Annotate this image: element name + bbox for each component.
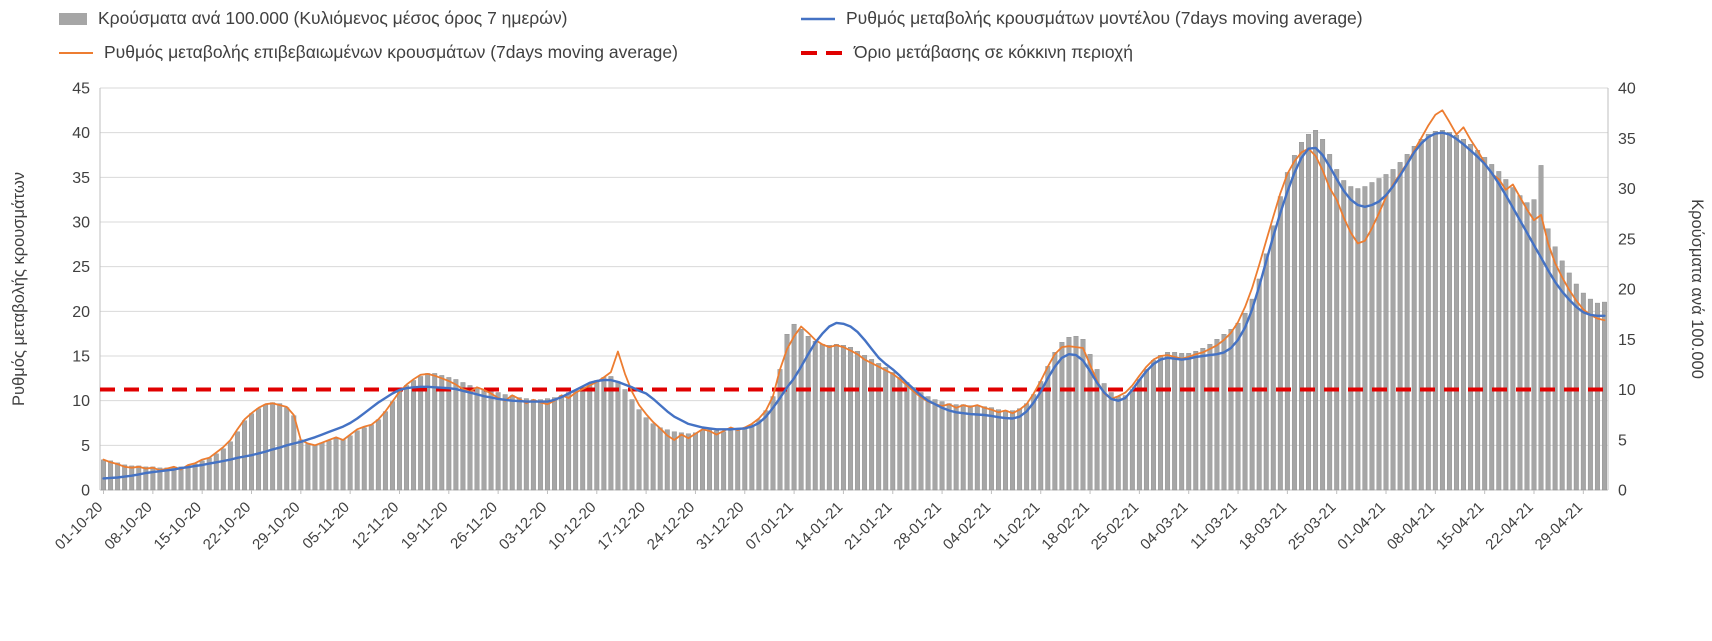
line-series-swatch-icon [801,17,835,20]
svg-text:40: 40 [1618,81,1636,98]
legend-label: Ρυθμός μεταβολής επιβεβαιωμένων κρουσμάτ… [104,42,678,62]
svg-text:30: 30 [1618,181,1636,198]
svg-text:17-12-20: 17-12-20 [594,499,648,553]
legend-item-red-zone-threshold: Όριο μετάβασης σε κόκκινη περιοχή [800,42,1133,63]
legend-item-cases-per-100k: Κρούσματα ανά 100.000 (Κυλιόμενος μέσος … [58,8,567,29]
legend-label: Όριο μετάβασης σε κόκκινη περιοχή [854,42,1134,62]
svg-text:04-03-21: 04-03-21 [1137,499,1191,553]
svg-text:07-01-21: 07-01-21 [742,499,796,553]
gridlines [99,87,1609,491]
svg-text:19-11-20: 19-11-20 [398,499,452,553]
svg-text:10: 10 [1618,382,1636,399]
svg-text:25: 25 [1618,231,1636,248]
svg-text:05-11-20: 05-11-20 [299,499,353,553]
svg-text:26-11-20: 26-11-20 [447,499,501,553]
svg-text:04-02-21: 04-02-21 [940,499,994,553]
svg-text:35: 35 [72,170,90,187]
svg-text:20: 20 [1618,282,1636,299]
svg-text:08-04-21: 08-04-21 [1384,499,1438,553]
svg-text:45: 45 [72,81,90,98]
svg-text:5: 5 [1618,432,1627,449]
svg-text:22-04-21: 22-04-21 [1482,499,1536,553]
legend-item-confirmed-rate: Ρυθμός μεταβολής επιβεβαιωμένων κρουσμάτ… [58,42,678,63]
svg-text:0: 0 [1618,483,1627,500]
legend-item-model-rate: Ρυθμός μεταβολής κρουσμάτων μοντέλου (7d… [800,8,1363,29]
svg-text:29-04-21: 29-04-21 [1532,499,1586,553]
dashed-line-swatch-icon [801,50,843,55]
svg-text:15-04-21: 15-04-21 [1433,499,1487,553]
bars-series [101,130,1607,491]
svg-text:25: 25 [72,259,90,276]
svg-text:22-10-20: 22-10-20 [200,499,254,553]
svg-text:28-01-21: 28-01-21 [890,499,944,553]
line-series-group [102,109,1606,480]
svg-text:14-01-21: 14-01-21 [792,499,846,553]
svg-text:21-01-21: 21-01-21 [841,499,895,553]
left-axis-title: Ρυθμός μεταβολής κρουσμάτων [10,172,28,406]
svg-text:12-11-20: 12-11-20 [349,499,403,553]
svg-text:08-10-20: 08-10-20 [101,499,155,553]
chart-canvas: 0 5 10 15 20 25 30 35 40 45 0 5 10 15 20 25 30 35 40 01-10-… [10,81,1706,554]
svg-text:20: 20 [72,304,90,321]
legend-label: Ρυθμός μεταβολής κρουσμάτων μοντέλου (7d… [846,8,1363,28]
svg-text:10: 10 [72,393,90,410]
svg-text:30: 30 [72,215,90,232]
svg-text:15: 15 [1618,332,1636,349]
svg-text:18-03-21: 18-03-21 [1236,499,1290,553]
line-series-swatch-icon [59,51,93,54]
svg-text:15-10-20: 15-10-20 [151,499,205,553]
svg-text:03-12-20: 03-12-20 [496,499,550,553]
svg-text:29-10-20: 29-10-20 [249,499,303,553]
svg-text:18-02-21: 18-02-21 [1038,499,1092,553]
svg-text:11-03-21: 11-03-21 [1187,499,1241,553]
svg-text:40: 40 [72,125,90,142]
svg-text:25-03-21: 25-03-21 [1285,499,1339,553]
svg-text:15: 15 [72,349,90,366]
svg-text:25-02-21: 25-02-21 [1088,499,1142,553]
legend: Κρούσματα ανά 100.000 (Κυλιόμενος μέσος … [0,0,1712,80]
svg-text:01-10-20: 01-10-20 [52,499,106,553]
svg-text:35: 35 [1618,131,1636,148]
svg-text:11-02-21: 11-02-21 [990,499,1044,553]
legend-label: Κρούσματα ανά 100.000 (Κυλιόμενος μέσος … [98,8,568,28]
svg-text:0: 0 [81,483,90,500]
svg-text:31-12-20: 31-12-20 [693,499,747,553]
right-axis-title: Κρούσματα ανά 100.000 [1688,199,1706,379]
bar-series-swatch-icon [59,12,87,25]
svg-text:5: 5 [81,438,90,455]
svg-text:24-12-20: 24-12-20 [644,499,698,553]
svg-text:10-12-20: 10-12-20 [545,499,599,553]
svg-text:01-04-21: 01-04-21 [1334,499,1388,553]
